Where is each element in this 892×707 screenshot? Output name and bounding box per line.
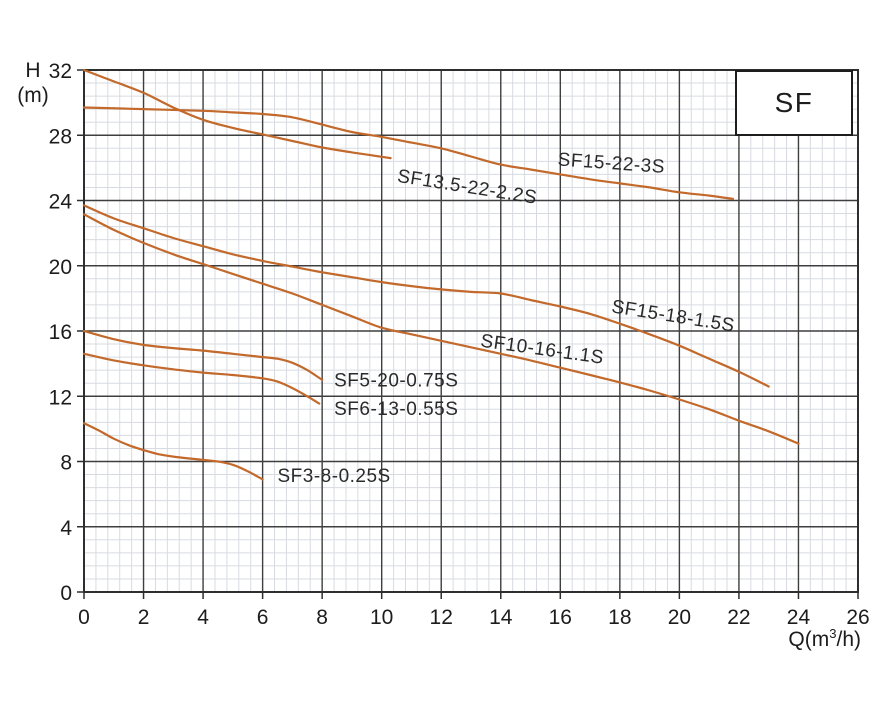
curve-sf10-16-1-1s — [82, 213, 800, 445]
y-tick-label: 24 — [49, 191, 73, 214]
x-tick-label: 18 — [608, 606, 631, 629]
x-tick-label: 10 — [370, 606, 393, 629]
curve-label-sf15-22-3s: SF15-22-3S — [557, 149, 666, 177]
curve-sf6-13-0-55s — [82, 352, 321, 405]
x-tick-label: 22 — [727, 606, 750, 629]
y-axis-title: H(m) — [17, 59, 48, 107]
curve-sf5-20-0-75s — [82, 329, 324, 381]
y-tick-label: 32 — [49, 60, 72, 83]
curve-sf3-8-0-25s — [82, 422, 264, 481]
x-tick-label: 8 — [316, 606, 328, 629]
y-tick-label: 16 — [49, 321, 72, 344]
x-tick-labels: 0 2 4 6 8 10 12 14 16 18 20 22 24 26 — [78, 606, 870, 629]
y-axis-title-line: (m) — [17, 84, 48, 107]
x-tick-label: 6 — [257, 606, 269, 629]
legend-box: SF — [735, 70, 853, 136]
axis-ticks — [77, 69, 859, 599]
curve-label-sf6-13-0-55s: SF6-13-0.55S — [334, 399, 458, 420]
y-tick-labels: 0 4 8 12 16 20 24 28 32 — [49, 60, 73, 605]
curve-label-sf3-8-0-25s: SF3-8-0.25S — [278, 466, 391, 487]
legend-title: SF — [774, 87, 814, 118]
y-axis-title-line: H — [25, 59, 40, 82]
x-tick-label: 12 — [430, 606, 453, 629]
y-tick-label: 12 — [49, 386, 72, 409]
y-tick-label: 28 — [49, 125, 72, 148]
x-tick-label: 26 — [846, 606, 869, 629]
curve-sf13-5-22-2-2s — [82, 68, 392, 160]
x-tick-label: 4 — [197, 606, 209, 629]
y-tick-label: 0 — [60, 582, 72, 605]
x-tick-label: 0 — [78, 606, 90, 629]
y-tick-label: 20 — [49, 256, 72, 279]
x-tick-label: 16 — [549, 606, 572, 629]
curve-label-sf5-20-0-75s: SF5-20-0.75S — [334, 371, 458, 392]
x-tick-label: 20 — [668, 606, 691, 629]
y-tick-label: 4 — [60, 517, 72, 540]
x-tick-label: 2 — [138, 606, 150, 629]
curve-sf15-18-1-5s — [82, 204, 770, 388]
curves — [82, 68, 800, 481]
x-axis-title: Q(m3/h) — [788, 626, 861, 651]
curve-sf15-22-3s — [82, 106, 735, 200]
y-tick-label: 8 — [60, 452, 72, 475]
x-tick-label: 24 — [787, 606, 811, 629]
x-tick-label: 14 — [489, 606, 513, 629]
